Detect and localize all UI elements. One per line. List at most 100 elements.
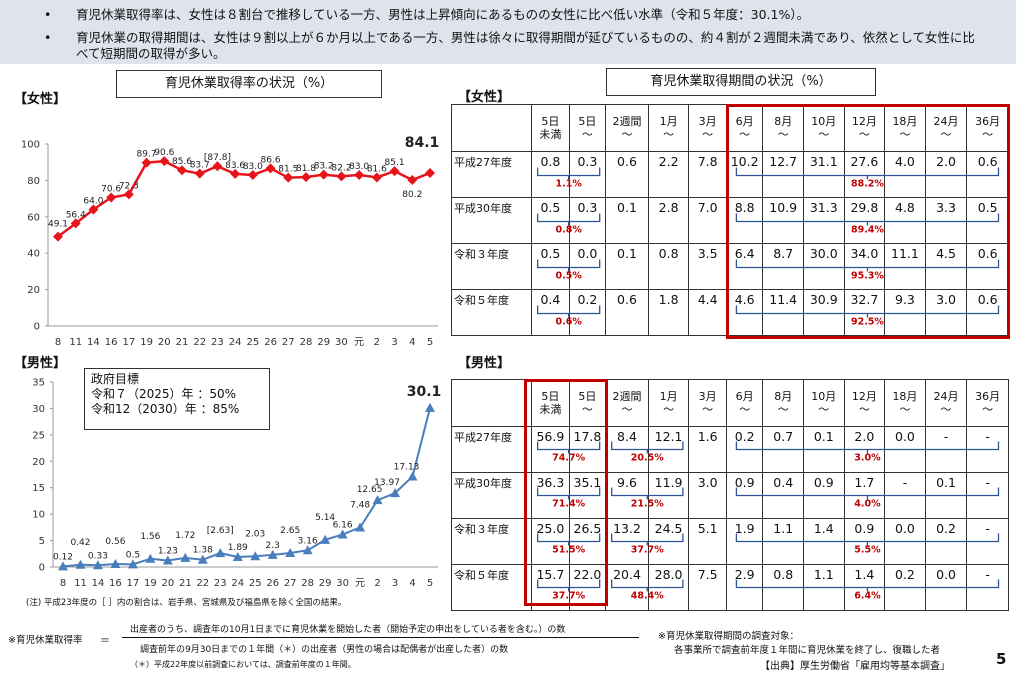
period-header-cell: 2週間 〜 (605, 379, 649, 427)
data-value-label: 6.16 (333, 520, 353, 530)
data-value-label: 49.1 (48, 220, 68, 230)
x-tick-label: 17 (122, 337, 135, 348)
data-point-marker (407, 175, 418, 186)
table-corner-cell (450, 104, 533, 152)
male-value-cell: 2.0 (843, 426, 886, 473)
data-point-marker (371, 172, 382, 183)
data-point-marker (159, 156, 170, 167)
data-point-marker (194, 168, 205, 179)
period-header-cell: 18月 〜 (884, 104, 926, 152)
female-value-cell: 0.1 (605, 197, 649, 244)
source-citation: 【出典】厚生労働省「雇用均等基本調査」 (760, 661, 950, 672)
survey-year-label: 令和３年度 (450, 243, 533, 290)
data-point-marker (302, 545, 313, 555)
rate-definition-label: ※育児休業取得率 (8, 635, 83, 646)
male-value-cell: 1.7 (843, 472, 886, 519)
female-value-cell: 2.2 (647, 151, 690, 198)
x-tick-label: 22 (193, 337, 206, 348)
data-point-marker (58, 561, 68, 571)
rate-definition-denominator: 調査前年の9月30日までの１年間（＊）の出産者（男性の場合は配偶者が出産した者）… (140, 645, 509, 655)
chart-note: (注) 平成23年度の［ ］内の割合は、岩手県、宮城県及び福島県を除く全国の結果… (26, 598, 347, 608)
data-value-label: 81.8 (296, 164, 316, 174)
data-point-marker (301, 172, 311, 183)
female-value-cell: 7.0 (688, 197, 727, 244)
x-tick-label: 4 (409, 337, 415, 348)
data-value-label: 85.6 (172, 157, 192, 167)
summary-banner: • 育児休業取得率は、女性は８割台で推移している一方、男性は上昇傾向にあるものの… (0, 0, 1016, 64)
female-value-cell: 0.8 (531, 151, 570, 198)
government-target-heading: 政府目標 (91, 372, 140, 386)
data-point-marker (70, 218, 81, 229)
data-value-label: 81.5 (278, 165, 298, 175)
male-value-cell: 3.0 (688, 472, 727, 519)
female-long-term-highlight (726, 104, 1010, 339)
x-tick-label: 5 (427, 337, 433, 348)
period-header-cell: 5日 未満 (531, 379, 570, 427)
data-value-label: 0.5 (126, 550, 140, 560)
x-tick-label: 21 (179, 578, 192, 589)
rate-definition-numerator: 出産者のうち、調査年の10月1日までに育児休業を開始した者（開始予定の申出をして… (130, 625, 566, 635)
female-value-cell: 0.1 (605, 243, 649, 290)
data-point-marker (320, 534, 331, 544)
data-point-marker (265, 163, 276, 174)
period-header-cell: 3月 〜 (688, 379, 727, 427)
data-point-marker (247, 169, 258, 180)
data-value-label: 13.97 (374, 478, 400, 488)
survey-target-label: ※育児休業取得期間の調査対象： (658, 631, 799, 642)
x-tick-label: 20 (158, 337, 171, 348)
male-value-cell: 0.0 (924, 564, 968, 611)
female-value-cell: 1.8 (647, 289, 690, 336)
male-value-cell: 0.4 (762, 472, 804, 519)
data-value-label: 82.2 (331, 163, 351, 173)
data-value-label: [87.8] (204, 153, 231, 163)
data-value-label: 83.6 (225, 161, 245, 171)
x-tick-label: 16 (105, 337, 118, 348)
female-value-cell: 0.3 (568, 151, 607, 198)
male-value-cell: - (884, 472, 926, 519)
rate-definition-equals: ＝ (100, 636, 110, 647)
series-line (57, 159, 431, 238)
bullet-mark: • (44, 7, 52, 22)
male-value-cell: 0.2 (884, 564, 926, 611)
x-tick-label: 30 (336, 578, 349, 589)
government-target-2025: 令和７（2025）年 ：50% (91, 387, 237, 401)
data-point-marker (318, 169, 329, 180)
data-value-label: 12.65 (357, 485, 383, 495)
x-tick-label: 16 (109, 578, 122, 589)
data-value-label: 1.38 (193, 546, 213, 556)
male-value-cell: 0.9 (725, 472, 764, 519)
table-header-row: 5日 未満 5日 〜 2週間 〜 1月 〜 3月 〜 6月 〜 8月 〜 10月 〜 12月 〜… (450, 379, 1009, 427)
female-value-cell: 4.4 (688, 289, 727, 336)
survey-year-label: 平成27年度 (450, 426, 533, 473)
male-value-cell: 0.2 (725, 426, 764, 473)
female-value-cell: 0.3 (568, 197, 607, 244)
data-point-marker (283, 172, 294, 183)
data-value-label: 90.6 (154, 148, 174, 158)
data-point-marker (197, 554, 208, 564)
female-duration-label: 【女性】 (458, 90, 511, 105)
female-value-cell: 0.6 (605, 151, 649, 198)
data-point-marker (390, 488, 401, 498)
table-header-row: 5日 未満 5日 〜 2週間 〜 1月 〜 3月 〜 6月 〜 8月 〜 10月 〜 12月 〜… (450, 104, 1009, 152)
male-value-cell: 1.4 (843, 564, 886, 611)
y-tick-label: 25 (32, 430, 45, 441)
period-header-cell: 5日 未満 (531, 104, 570, 152)
male-rate-label: 【男性】 (14, 356, 67, 371)
data-point-marker (267, 549, 278, 559)
data-value-label: 83.0 (349, 162, 369, 172)
period-header-cell: 8月 〜 (762, 379, 804, 427)
data-point-marker (215, 548, 226, 558)
duration-table-title: 育児休業取得期間の状況（%） (606, 68, 876, 96)
y-tick-label: 20 (27, 285, 40, 296)
series-line (62, 407, 431, 568)
data-point-marker (141, 157, 152, 168)
y-tick-label: 20 (32, 457, 45, 468)
period-header-cell: 24月 〜 (924, 379, 968, 427)
data-value-label: 1.56 (140, 532, 160, 542)
data-point-marker (425, 402, 435, 412)
data-value-label: 0.33 (88, 551, 108, 561)
x-tick-label: 3 (391, 337, 397, 348)
x-tick-label: 元 (355, 578, 365, 589)
period-header-cell: 6月 〜 (725, 379, 764, 427)
x-tick-label: 22 (196, 578, 209, 589)
